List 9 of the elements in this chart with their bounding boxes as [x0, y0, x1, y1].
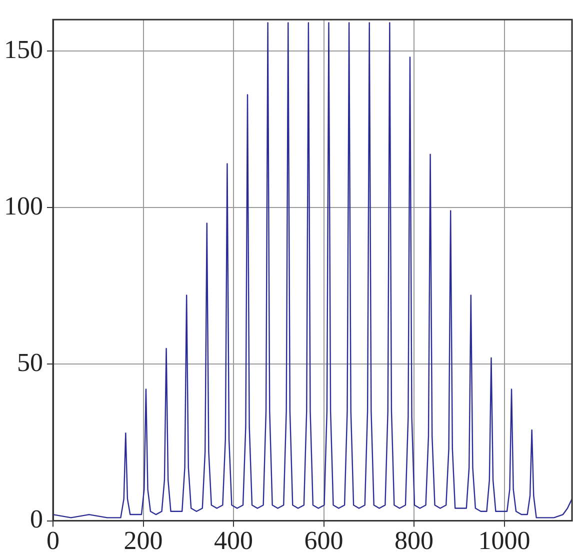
x-tick-label: 200: [124, 526, 163, 556]
x-tick-label: 1000: [478, 526, 530, 556]
y-tick-label: 150: [4, 34, 43, 64]
y-tick-label: 50: [17, 348, 43, 378]
y-tick-label: 100: [4, 191, 43, 220]
y-tick-label: 0: [30, 504, 43, 534]
x-tick-label: 800: [394, 526, 434, 556]
x-tick-label: 400: [214, 526, 254, 556]
x-tick-label: 600: [304, 526, 344, 556]
